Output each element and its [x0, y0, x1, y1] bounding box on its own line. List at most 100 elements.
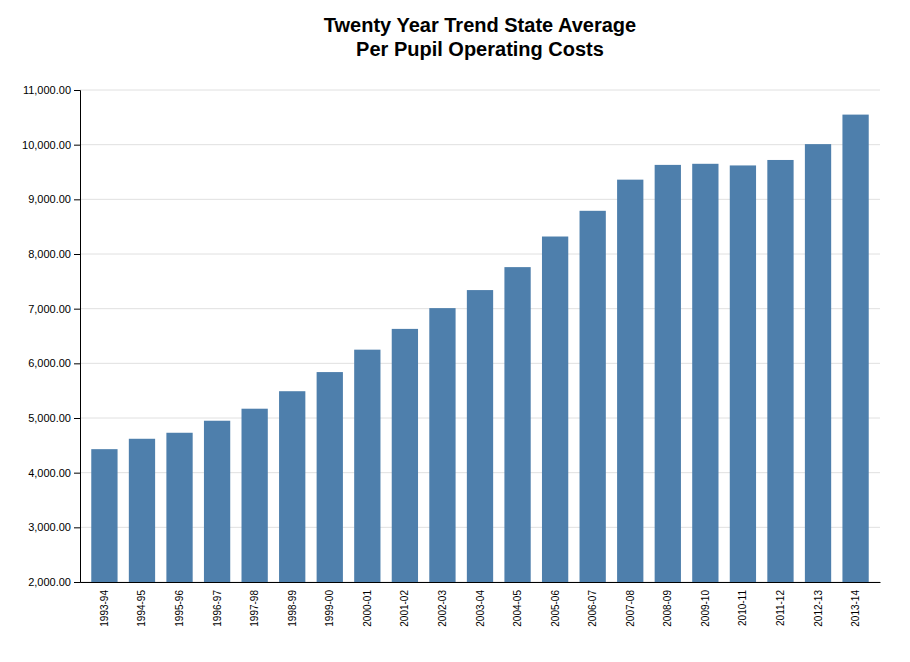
bar: [91, 449, 117, 582]
y-tick-label: 6,000.00: [28, 357, 71, 369]
x-tick: 1993-94: [99, 590, 110, 627]
x-tick: 2011-12: [775, 590, 786, 626]
bar: [805, 144, 831, 582]
grid-line: [80, 254, 880, 255]
y-tick-mark: [74, 363, 80, 364]
x-tick: 2012-13: [813, 590, 824, 627]
bar: [692, 164, 718, 582]
chart: 2,000.00 3,000.00 4,000.00 5,000.00 6,000.00…: [0, 0, 910, 662]
x-tick-label: 2011-12: [775, 590, 786, 626]
grid-line: [80, 144, 880, 145]
y-tick: 5,000.00: [28, 412, 80, 424]
x-tick: 2009-10: [700, 590, 711, 627]
x-tick-label: 2005-06: [550, 590, 561, 627]
x-tick-label: 2004-05: [512, 590, 523, 627]
x-tick-label: 2007-08: [625, 590, 636, 627]
bar: [767, 160, 793, 582]
bar: [580, 211, 606, 582]
y-tick: 11,000.00: [23, 84, 80, 96]
y-tick-mark: [74, 145, 80, 146]
x-tick-label: 2000-01: [362, 590, 373, 627]
x-tick-label: 2010-11: [737, 590, 748, 626]
x-tick: 1997-98: [249, 590, 260, 627]
y-tick-mark: [74, 418, 80, 419]
bar: [317, 372, 343, 582]
x-tick-label: 2003-04: [475, 590, 486, 627]
y-tick: 6,000.00: [28, 357, 80, 369]
y-tick-mark: [74, 527, 80, 528]
x-axis-line: [81, 582, 881, 583]
x-tick-label: 2006-07: [587, 590, 598, 627]
y-tick-mark: [74, 90, 80, 91]
x-tick: 1994-95: [136, 590, 147, 627]
bar: [542, 237, 568, 582]
x-tick: 2003-04: [475, 590, 486, 627]
bar: [467, 290, 493, 582]
y-tick: 10,000.00: [22, 139, 80, 151]
x-tick-label: 1993-94: [99, 590, 110, 627]
bar: [617, 180, 643, 582]
x-tick-label: 2009-10: [700, 590, 711, 627]
plot: 2,000.00 3,000.00 4,000.00 5,000.00 6,000.00…: [22, 84, 880, 662]
y-tick: 8,000.00: [28, 248, 80, 260]
x-tick: 1999-00: [324, 590, 335, 627]
y-tick-mark: [74, 254, 80, 255]
x-tick-label: 1994-95: [136, 590, 147, 627]
y-tick-label: 5,000.00: [28, 412, 71, 424]
title: Twenty Year Trend State AveragePer Pupil…: [324, 14, 636, 60]
y-tick-label: 3,000.00: [28, 521, 71, 533]
y-tick-label: 4,000.00: [28, 467, 71, 479]
bar: [204, 421, 230, 582]
y-tick-mark: [74, 473, 80, 474]
y-tick-mark: [74, 199, 80, 200]
x-tick-label: 2008-09: [662, 590, 673, 627]
x-tick-label: 2001-02: [399, 590, 410, 627]
x-tick-label: 2013-14: [850, 590, 861, 627]
y-tick: 3,000.00: [28, 521, 80, 533]
x-tick: 1998-99: [287, 590, 298, 627]
y-tick-label: 9,000.00: [28, 193, 71, 205]
x-tick-label: 2002-03: [437, 590, 448, 627]
x-tick: 2010-11: [737, 590, 748, 626]
x-tick-label: 1995-96: [174, 590, 185, 627]
y-tick-label: 11,000.00: [23, 84, 71, 96]
y-axis-line: [74, 91, 81, 583]
x-tick: 1995-96: [174, 590, 185, 627]
x-tick: 2013-14: [850, 590, 861, 627]
y-tick: 2,000.00: [28, 576, 80, 588]
y-tick-label: 2,000.00: [28, 576, 71, 588]
y-tick: 9,000.00: [28, 193, 80, 205]
x-tick-label: 1998-99: [287, 590, 298, 627]
x-tick: 2004-05: [512, 590, 523, 627]
title-line: Twenty Year Trend State Average: [324, 14, 636, 36]
x-tick: 2001-02: [399, 590, 410, 627]
title-line: Per Pupil Operating Costs: [356, 38, 604, 60]
y-tick-mark: [74, 309, 80, 310]
bar: [166, 433, 192, 582]
x-tick-label: 1997-98: [249, 590, 260, 627]
bar: [429, 308, 455, 582]
bar: [279, 391, 305, 582]
x-axis: 1993-94 1994-95 1995-96 1996-97 1997-98 1998-…: [81, 583, 881, 627]
x-tick: 2006-07: [587, 590, 598, 627]
grid-line: [80, 90, 880, 91]
x-tick-label: 1996-97: [212, 590, 223, 627]
y-tick: 4,000.00: [28, 467, 80, 479]
x-tick: 2002-03: [437, 590, 448, 627]
x-tick-label: 2012-13: [813, 590, 824, 627]
y-tick: 7,000.00: [28, 303, 80, 315]
y-tick-mark: [74, 582, 80, 583]
bar: [242, 409, 268, 582]
bar: [354, 350, 380, 582]
bar: [730, 165, 756, 582]
bar: [655, 165, 681, 582]
x-tick: 2005-06: [550, 590, 561, 627]
bar: [504, 267, 530, 582]
x-tick: 2007-08: [625, 590, 636, 627]
bar: [129, 439, 155, 582]
y-tick-label: 10,000.00: [22, 139, 71, 151]
x-tick: 2008-09: [662, 590, 673, 627]
x-tick-label: 1999-00: [324, 590, 335, 627]
x-tick: 1996-97: [212, 590, 223, 627]
bars: [91, 115, 868, 582]
